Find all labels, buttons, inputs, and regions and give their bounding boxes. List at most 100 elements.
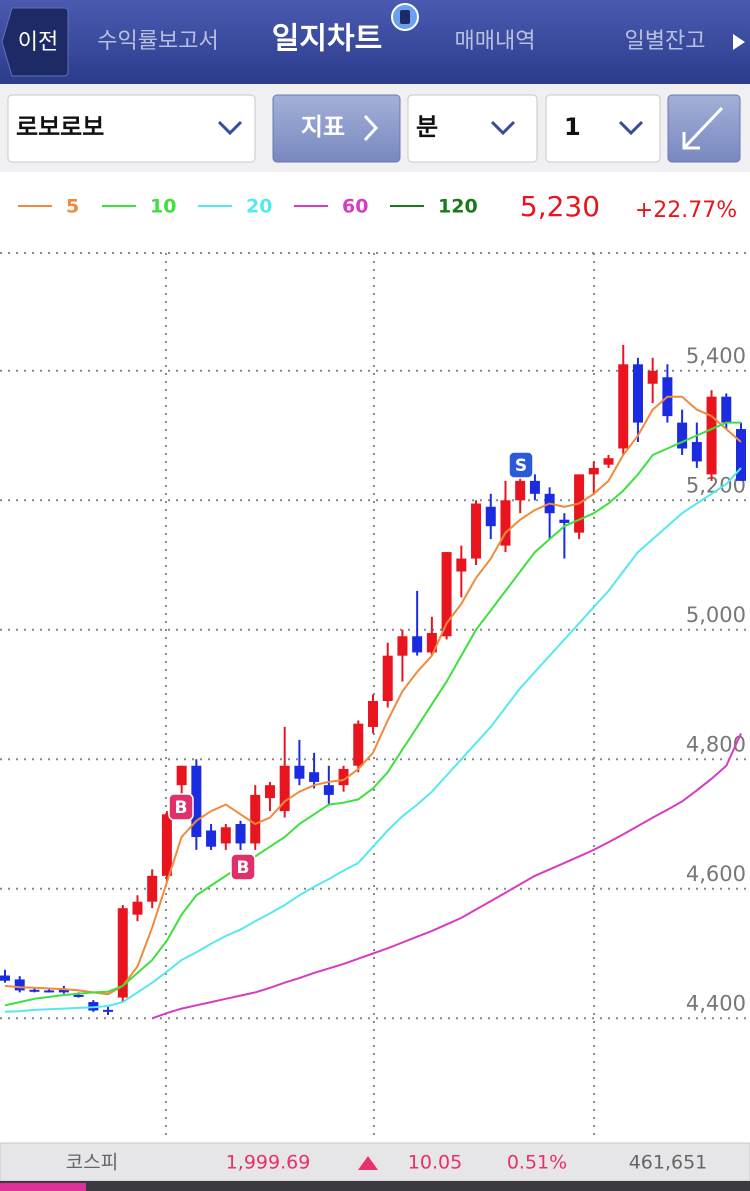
candle-body: [58, 988, 69, 993]
index-value: 1,999.69: [226, 1152, 311, 1174]
candle-body: [176, 765, 187, 786]
candle-body: [309, 772, 320, 782]
index-change-pct: 0.51%: [507, 1152, 567, 1174]
candle-body: [559, 519, 570, 523]
candle-body: [0, 975, 10, 981]
signal-badge: [168, 793, 194, 821]
legend-label: 10: [150, 196, 176, 218]
indicator-button[interactable]: [272, 94, 401, 163]
candle-body: [161, 814, 172, 876]
candle-body: [736, 429, 746, 481]
tab[interactable]: 일별잔고: [625, 29, 706, 54]
interval-select[interactable]: [545, 94, 661, 163]
candle-body: [103, 1009, 114, 1012]
candle-body: [647, 370, 658, 384]
up-arrow: [358, 1156, 378, 1170]
index-name: 코스피: [66, 1152, 118, 1174]
signal-badge: [508, 451, 534, 479]
candle-body: [220, 827, 231, 844]
candle-body: [603, 458, 614, 465]
ma-line: [4, 395, 742, 996]
candle-body: [500, 500, 511, 546]
candle-body: [294, 765, 305, 779]
candle-body: [456, 558, 467, 572]
time-grid: [0, 252, 750, 1140]
candle-body: [250, 794, 261, 844]
candle-body: [677, 422, 688, 449]
stock-name[interactable]: 로보로보: [16, 113, 104, 141]
legend-label: 5: [66, 196, 79, 218]
period-label[interactable]: 분: [416, 113, 438, 141]
current-price: 5,230: [520, 190, 600, 223]
chevron: [618, 120, 644, 136]
candle-body: [515, 480, 526, 501]
candle-body: [132, 901, 143, 915]
period-select[interactable]: [407, 94, 538, 163]
bottom-strip: [0, 1181, 750, 1191]
chevron: [363, 114, 379, 142]
candle-body: [147, 875, 158, 902]
y-tick-label: 5,400: [686, 344, 746, 368]
chevron: [490, 120, 516, 136]
signal-badge: [230, 853, 256, 881]
bottom-tab: [0, 1183, 86, 1191]
next-arrow[interactable]: [733, 34, 745, 50]
candle-body: [397, 636, 408, 656]
candle-body: [73, 994, 84, 997]
candle-body: [412, 636, 423, 653]
index-volume: 461,651: [629, 1152, 708, 1174]
candle-body: [338, 768, 349, 786]
candle-body: [721, 396, 732, 423]
tab-active[interactable]: 일지차트: [272, 22, 382, 57]
index-change: 10.05: [408, 1152, 462, 1174]
candle-body: [368, 701, 378, 727]
legend-label: 120: [438, 196, 478, 218]
candle-body: [117, 908, 128, 998]
ma-line: [151, 732, 742, 1020]
candle-body: [618, 364, 629, 449]
tab-icon-glyph: [400, 10, 410, 24]
chevron: [217, 120, 243, 136]
candle-body: [323, 785, 334, 795]
signal-label: B: [175, 798, 188, 818]
candle-body: [588, 467, 599, 475]
candle-body: [441, 552, 452, 637]
expand-icon: [682, 106, 724, 150]
candle-body: [426, 633, 437, 653]
stock-select[interactable]: [7, 94, 256, 163]
y-tick-label: 5,000: [686, 603, 746, 627]
candle-body: [279, 765, 290, 812]
candle-body: [529, 480, 540, 494]
legend: 5 10 20 60 120: [18, 196, 478, 218]
y-tick-label: 5,200: [686, 473, 746, 497]
legend-label: 60: [342, 196, 368, 218]
legend-label: 20: [246, 196, 272, 218]
candle-body: [382, 655, 393, 702]
candle-body: [471, 503, 482, 559]
candle-body: [206, 830, 217, 847]
signal-label: S: [515, 456, 527, 476]
candle-body: [235, 824, 246, 844]
candle-body: [44, 990, 55, 993]
indicator-label[interactable]: 지표: [301, 113, 345, 141]
tab[interactable]: 수익률보고서: [97, 29, 218, 54]
candle-body: [264, 785, 275, 799]
candle-body: [14, 979, 25, 991]
tab[interactable]: 매매내역: [455, 29, 536, 54]
back-label[interactable]: 이전: [18, 30, 58, 55]
candle-body: [191, 765, 202, 837]
ma-line: [4, 467, 742, 1013]
candle-body: [706, 396, 717, 475]
interval-label[interactable]: 1: [564, 113, 581, 141]
back-button[interactable]: [1, 7, 69, 77]
header-bar: [0, 0, 750, 84]
candle-body: [485, 506, 496, 527]
y-tick-label: 4,600: [686, 862, 746, 886]
candle-body: [691, 442, 702, 462]
candle-body: [632, 364, 643, 423]
y-tick-label: 4,400: [686, 991, 746, 1015]
ma-line: [4, 421, 741, 1007]
candle-body: [29, 989, 40, 992]
signal-label: B: [237, 858, 250, 878]
